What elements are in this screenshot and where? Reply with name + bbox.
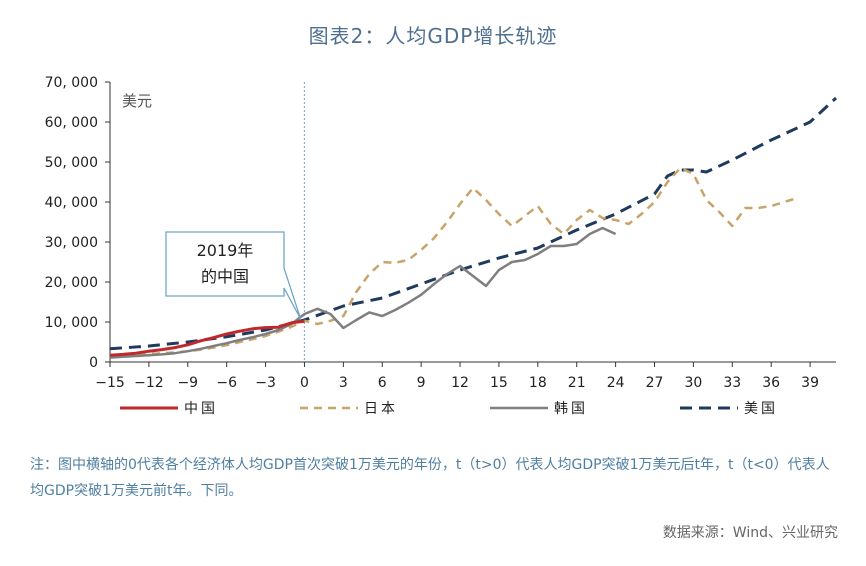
x-tick-label: 21 xyxy=(568,375,586,391)
callout-line1: 2019年 xyxy=(196,241,254,260)
x-tick-label: 33 xyxy=(723,375,741,391)
x-tick-label: −9 xyxy=(177,375,198,391)
x-tick-label: 12 xyxy=(451,375,469,391)
y-tick-label: 60, 000 xyxy=(45,115,98,131)
x-tick-label: 18 xyxy=(529,375,547,391)
legend-label-usa: 美国 xyxy=(744,401,778,417)
x-tick-label: 36 xyxy=(762,375,780,391)
y-tick-label: 10, 000 xyxy=(45,315,98,331)
x-tick-label: 30 xyxy=(684,375,702,391)
series-line-japan xyxy=(109,166,798,358)
x-tick-label: 24 xyxy=(607,375,625,391)
callout-box xyxy=(165,231,302,320)
legend-label-japan: 日本 xyxy=(364,401,398,417)
y-unit-label: 美元 xyxy=(122,92,152,110)
callout-china-2019: 2019年 的中国 xyxy=(166,232,284,296)
y-tick-label: 70, 000 xyxy=(45,75,98,91)
legend-label-china: 中国 xyxy=(184,401,218,417)
x-tick-label: 15 xyxy=(490,375,508,391)
y-tick-label: 30, 000 xyxy=(45,235,98,251)
series-line-korea xyxy=(109,226,617,359)
y-tick-label: 50, 000 xyxy=(45,155,98,171)
y-tick-label: 20, 000 xyxy=(45,275,98,291)
x-tick-label: −6 xyxy=(216,375,237,391)
series-line-china xyxy=(109,319,305,357)
x-tick-label: −3 xyxy=(255,375,276,391)
x-tick-label: 0 xyxy=(300,375,309,391)
chart-title: 图表2：人均GDP增长轨迹 xyxy=(308,24,558,48)
data-source: 数据来源：Wind、兴业研究 xyxy=(662,525,838,541)
x-tick-label: −15 xyxy=(95,375,125,391)
x-tick-label: 9 xyxy=(417,375,426,391)
callout-line2: 的中国 xyxy=(200,267,249,286)
series-line-usa xyxy=(109,96,838,351)
x-tick-label: 39 xyxy=(801,375,819,391)
y-tick-label: 0 xyxy=(89,355,98,371)
x-tick-label: 6 xyxy=(378,375,387,391)
x-tick-label: 27 xyxy=(646,375,664,391)
y-tick-label: 40, 000 xyxy=(45,195,98,211)
x-tick-label: −12 xyxy=(134,375,164,391)
x-tick-label: 3 xyxy=(339,375,348,391)
chart-note: 注：图中横轴的0代表各个经济体人均GDP首次突破1万美元的年份，t（t>0）代表… xyxy=(30,457,830,499)
legend-label-korea: 韩国 xyxy=(554,401,588,417)
